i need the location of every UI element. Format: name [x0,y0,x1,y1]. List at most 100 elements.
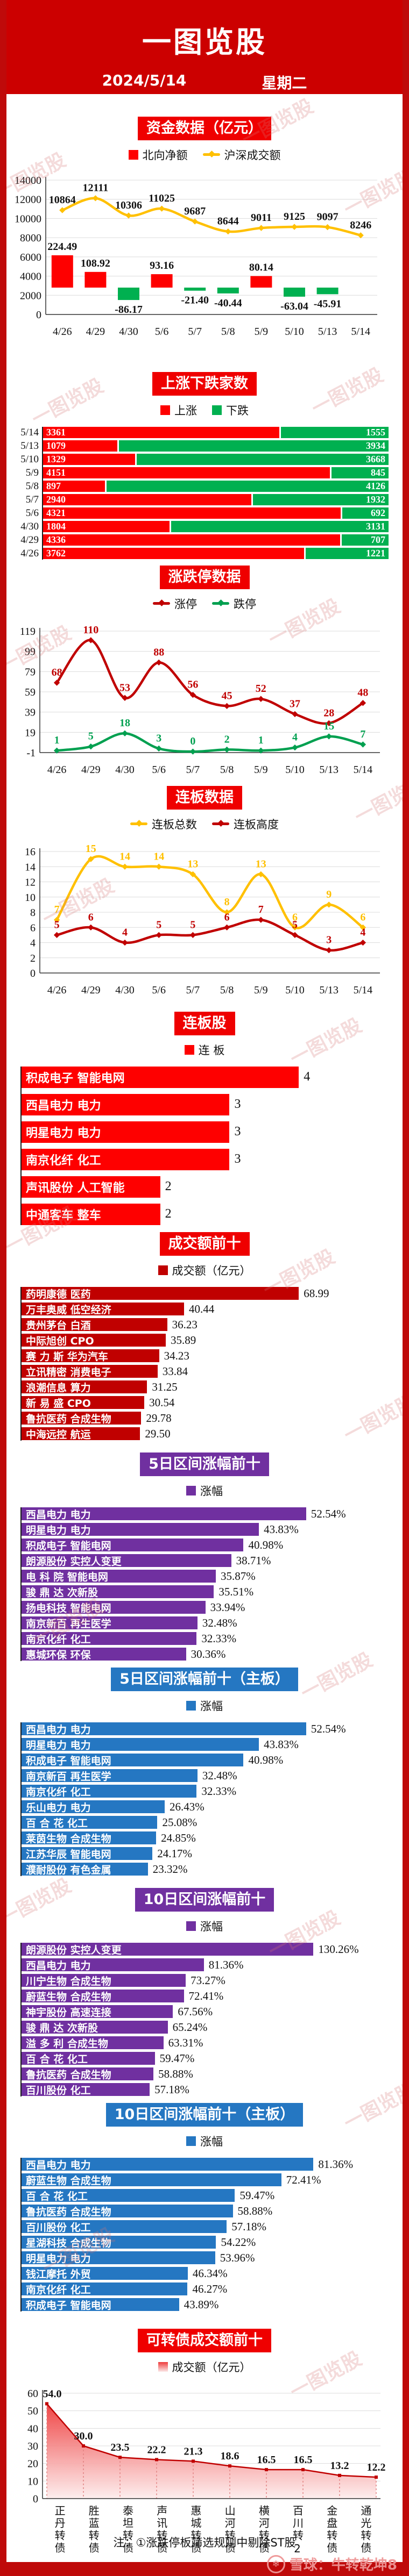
series-line [55,639,364,725]
stacked-row: 5/7 2940 1932 [11,494,389,506]
series-line [46,2403,377,2478]
x-tick-label: 5/9 [255,326,269,338]
bar-label: 百 合 花 化工 [26,1817,88,1829]
legend-label: 下跌 [226,404,249,417]
legend-label: 沪深成交额 [224,148,281,162]
bar-row: 立讯精密 消费电子 33.84 [22,1365,386,1378]
advancers-bar: 897 [43,481,105,492]
data-point-marker [223,746,230,753]
bar-value: 31.25 [152,1380,178,1393]
bar-value: 40.44 [189,1302,215,1315]
data-point-marker [192,218,198,225]
bond-name: 泰坦转债 [121,2505,134,2554]
advancers-bar: 1079 [43,440,118,452]
bar-row: 贵州茅台 白酒 36.23 [22,1318,386,1332]
bar-row: 蔚蓝生物 合成生物 72.41% [22,2173,386,2187]
bar-value: 35.51% [218,1585,254,1598]
data-point-marker [326,901,332,908]
bar-value-label: -21.40 [181,294,209,306]
bar-label: 药明康德 医药 [26,1288,91,1300]
advancers-count: 4151 [46,467,66,478]
decliners-count: 3668 [366,454,385,465]
advancers-bar: 4151 [43,467,330,479]
bonds-legend: 成交额（亿元） [6,2359,403,2375]
legend-marker-sq [158,1265,168,1275]
bond-name: 正丹转债 [53,2505,66,2554]
bar: 骏 鼎 达 次新股 [22,2021,168,2034]
bar-label: 声讯股份 人工智能 [26,1181,125,1195]
legend-label: 涨幅 [200,1920,223,1933]
bond-name: 金盘转债 [325,2505,338,2554]
bar-value: 23.32% [152,1862,188,1876]
legend-marker-ln [202,151,220,158]
legend-label: 跌停 [234,597,256,611]
bar: 积成电子 智能电网 [22,1066,299,1088]
decliners-count: 707 [371,534,385,546]
bar-value: 32.33% [201,1784,237,1798]
section-turnover: 成交额前十 成交额（亿元） 药明康德 医药 68.99 万丰奥威 低空经济 40.44… [6,1210,403,1441]
stacked-bars: 2940 1932 [43,494,389,506]
data-point-marker [326,733,332,740]
legend-label: 连 板 [198,1043,225,1057]
point-value-label: 28 [323,707,334,719]
bonds-chart-svg: 0 10 20 30 40 50 60 54.0 30.0 23.5 22.2 21.3 18.6 16.… [27,2388,386,2505]
legend-item: 跌停 [212,596,256,612]
gain10-main-legend: 涨幅 [6,2133,403,2149]
bar-row: 朗源股份 实控人变更 130.26% [22,1943,386,1956]
outflow-bar [184,287,206,291]
page-date: 2024/5/14 [102,71,187,89]
bar-label: 乐山电力 电力 [26,1801,91,1814]
outflow-bar [284,287,305,297]
limit-chart: -1 19 39 59 79 99 119 4/26 4/29 4/30 5/6 5/7 5/8 5/9 5… [10,615,400,777]
point-value-label: 48 [357,686,368,698]
point-value-label: 16.5 [257,2454,276,2466]
bar-label: 新 易 盛 CPO [26,1397,91,1409]
bar-label: 明星电力 电力 [26,1126,101,1140]
bar-row: 百 合 花 化工 25.08% [22,1816,386,1829]
bar-row: 明星电力 电力 43.83% [22,1738,386,1751]
y-tick-label: 10000 [15,213,41,225]
x-tick-label: 5/14 [354,764,373,776]
section-title-lianban-stocks: 连板股 [174,1012,235,1035]
x-tick-label: 5/10 [285,984,305,996]
y-tick-label: 99 [25,646,36,657]
data-point-marker [292,744,298,750]
bar: 明星电力 电力 [22,1121,230,1143]
bar-row: 南京化纤 化工 46.27% [22,2282,386,2296]
data-point-marker [122,863,128,870]
point-value-label: 0 [190,735,195,747]
section-title-gain10: 10日区间涨幅前十 [135,1888,274,1912]
x-tick-label: 5/10 [285,764,305,776]
legend-line-marker-dot [136,820,143,827]
advancers-count: 1804 [46,521,66,532]
bar-label: 南京化纤 化工 [26,2284,91,2296]
bar-row: 西昌电力 电力 81.36% [22,2158,386,2171]
lianban-legend: 连板总数 连板高度 [6,816,403,832]
bar-value: 30.36% [191,1647,226,1661]
legend-marker-sq [128,149,138,160]
point-value-label: 53 [119,682,130,693]
decliners-bar: 3934 [119,440,389,452]
data-point-marker [88,856,94,862]
decliners-count: 1932 [366,494,385,505]
point-value-label: 52 [256,683,266,695]
bar-value: 59.47% [239,2188,275,2202]
x-tick-label: 5/7 [186,984,200,996]
bar-label: 南京新百 再生医学 [26,1770,111,1783]
bar-label: 钱江摩托 外贸 [26,2268,91,2280]
advancers-count: 1329 [46,454,66,465]
legend-line-marker-dot [158,599,165,607]
bar-row: 明星电力 电力 3 [22,1121,386,1143]
point-value-label: 2 [224,733,230,745]
bar-label: 惠城环保 环保 [26,1649,91,1661]
x-tick-label: 4/29 [81,984,101,996]
bar-value: 57.18% [231,2220,266,2233]
x-tick-label: 5/7 [186,764,200,776]
y-tick-label: 30 [27,2441,38,2452]
bar-row: 积成电子 智能电网 40.98% [22,1539,386,1552]
bar-row: 新 易 盛 CPO 30.54 [22,1396,386,1409]
bar-row: 南京化纤 化工 32.33% [22,1785,386,1798]
legend-label: 涨幅 [200,1484,223,1498]
point-value-label: 9 [326,889,332,900]
bar-label: 积成电子 智能电网 [26,2299,111,2312]
